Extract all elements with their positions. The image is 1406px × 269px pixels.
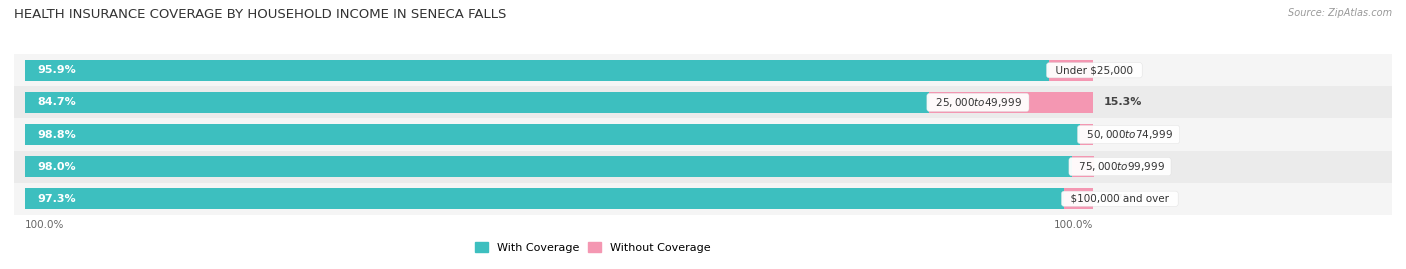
Text: 98.0%: 98.0%	[38, 162, 76, 172]
Text: 97.3%: 97.3%	[38, 194, 76, 204]
Bar	[929, 92, 1092, 113]
Bar	[25, 60, 1049, 81]
Text: 84.7%: 84.7%	[38, 97, 76, 107]
Text: Source: ZipAtlas.com: Source: ZipAtlas.com	[1288, 8, 1392, 18]
Bar	[25, 156, 1071, 177]
Bar	[1064, 188, 1092, 209]
Bar	[1071, 156, 1094, 177]
Bar	[14, 118, 1392, 151]
Bar	[14, 54, 1392, 86]
Text: 95.9%: 95.9%	[38, 65, 76, 75]
Text: $50,000 to $74,999: $50,000 to $74,999	[1080, 128, 1177, 141]
Text: $25,000 to $49,999: $25,000 to $49,999	[929, 96, 1026, 109]
Text: 98.8%: 98.8%	[38, 129, 76, 140]
Text: 2.7%: 2.7%	[1104, 194, 1135, 204]
Bar	[14, 86, 1392, 118]
Legend: With Coverage, Without Coverage: With Coverage, Without Coverage	[475, 242, 711, 253]
Bar	[1080, 124, 1092, 145]
Bar	[25, 124, 1080, 145]
Text: $75,000 to $99,999: $75,000 to $99,999	[1071, 160, 1168, 173]
Bar	[14, 151, 1392, 183]
Text: HEALTH INSURANCE COVERAGE BY HOUSEHOLD INCOME IN SENECA FALLS: HEALTH INSURANCE COVERAGE BY HOUSEHOLD I…	[14, 8, 506, 21]
Text: 2.1%: 2.1%	[1105, 162, 1136, 172]
Text: $100,000 and over: $100,000 and over	[1064, 194, 1175, 204]
Text: 4.1%: 4.1%	[1104, 65, 1135, 75]
Bar	[25, 188, 1064, 209]
Bar	[14, 183, 1392, 215]
Text: Under $25,000: Under $25,000	[1049, 65, 1140, 75]
Bar	[1049, 60, 1092, 81]
Text: 100.0%: 100.0%	[1053, 220, 1092, 230]
Text: 100.0%: 100.0%	[25, 220, 65, 230]
Text: 1.2%: 1.2%	[1104, 129, 1135, 140]
Bar	[25, 92, 929, 113]
Text: 15.3%: 15.3%	[1104, 97, 1142, 107]
